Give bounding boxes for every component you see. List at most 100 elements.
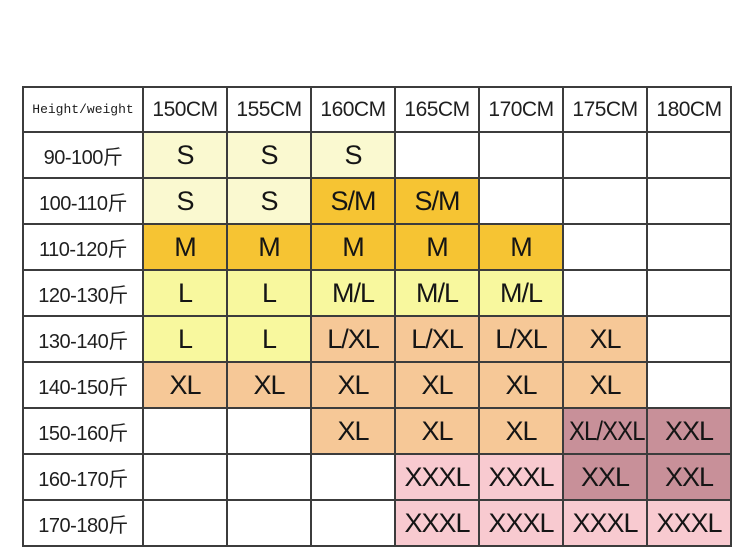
size-cell-text: XXXL <box>656 507 722 538</box>
size-cell: L <box>142 269 228 317</box>
size-cell-text: M <box>510 231 532 262</box>
size-cell-text: S <box>176 139 194 170</box>
size-cell <box>226 407 312 455</box>
size-cell <box>646 269 732 317</box>
size-cell-text: L <box>177 323 193 354</box>
row-label: 100-110斤 <box>22 177 144 225</box>
table-row: 140-150斤 XL XL XL XL XL XL <box>22 361 732 409</box>
size-cell-text: M/L <box>415 277 459 308</box>
size-cell-text: XL <box>253 369 285 400</box>
size-cell: XXL <box>646 453 732 501</box>
size-cell: M/L <box>478 269 564 317</box>
size-cell <box>142 499 228 547</box>
size-cell: XL <box>562 315 648 363</box>
size-cell: M <box>310 223 396 271</box>
size-cell: M <box>142 223 228 271</box>
size-cell: S <box>142 131 228 179</box>
size-cell: L/XL <box>478 315 564 363</box>
size-cell-text: S <box>344 139 362 170</box>
size-cell-text: M/L <box>499 277 543 308</box>
size-cell <box>562 223 648 271</box>
header-row: Height/weight 150CM 155CM 160CM 165CM 17… <box>22 86 732 133</box>
size-cell-text: XXL <box>664 461 714 492</box>
size-cell: XXXL <box>394 499 480 547</box>
size-cell-text: XXL <box>664 415 714 446</box>
size-cell: XL <box>310 361 396 409</box>
size-cell: S <box>226 177 312 225</box>
size-cell <box>142 453 228 501</box>
row-label: 150-160斤 <box>22 407 144 455</box>
size-cell-text: XXXL <box>488 507 554 538</box>
size-cell: XXXL <box>394 453 480 501</box>
table-row: 110-120斤 M M M M M <box>22 223 732 271</box>
size-cell <box>562 269 648 317</box>
size-cell-text: XXXL <box>404 461 470 492</box>
row-label: 110-120斤 <box>22 223 144 271</box>
size-cell-text: M <box>174 231 196 262</box>
size-cell <box>646 223 732 271</box>
size-cell-text: XL <box>505 369 537 400</box>
row-label: 160-170斤 <box>22 453 144 501</box>
size-cell <box>646 131 732 179</box>
size-cell-text: XL <box>337 415 369 446</box>
size-cell-text: XL/XXL <box>568 415 645 446</box>
size-cell: S <box>142 177 228 225</box>
size-cell-text: XXL <box>580 461 630 492</box>
size-cell: L <box>226 269 312 317</box>
size-cell-text: M <box>258 231 280 262</box>
corner-header: Height/weight <box>22 86 144 133</box>
size-cell-text: S/M <box>330 185 376 216</box>
size-cell-text: XL <box>421 415 453 446</box>
size-cell: XXXL <box>562 499 648 547</box>
size-cell: XL <box>226 361 312 409</box>
column-header-180cm: 180CM <box>646 86 732 133</box>
column-header-155cm: 155CM <box>226 86 312 133</box>
table-row: 100-110斤 S S S/M S/M <box>22 177 732 225</box>
column-header-160cm: 160CM <box>310 86 396 133</box>
size-cell-text: S <box>260 139 278 170</box>
row-label: 170-180斤 <box>22 499 144 547</box>
size-cell <box>562 177 648 225</box>
size-cell-text: XL <box>337 369 369 400</box>
size-cell: XXXL <box>478 499 564 547</box>
size-cell-text: XL <box>505 415 537 446</box>
table-row: 170-180斤 XXXL XXXL XXXL XXXL <box>22 499 732 547</box>
size-cell-text: XL <box>169 369 201 400</box>
size-cell: XL/XXL <box>562 407 648 455</box>
column-header-175cm: 175CM <box>562 86 648 133</box>
size-cell: S/M <box>394 177 480 225</box>
size-cell: XXL <box>562 453 648 501</box>
table-row: 130-140斤 L L L/XL L/XL L/XL XL <box>22 315 732 363</box>
size-cell <box>226 499 312 547</box>
size-cell <box>478 177 564 225</box>
size-cell: XL <box>142 361 228 409</box>
row-label: 130-140斤 <box>22 315 144 363</box>
size-cell: XL <box>394 407 480 455</box>
size-cell-text: S/M <box>414 185 460 216</box>
size-cell-text: L <box>177 277 193 308</box>
size-cell: L <box>226 315 312 363</box>
size-cell <box>394 131 480 179</box>
size-cell <box>562 131 648 179</box>
size-cell-text: L <box>261 323 277 354</box>
size-cell-text: XL <box>421 369 453 400</box>
size-cell: S <box>226 131 312 179</box>
size-cell <box>646 177 732 225</box>
size-cell: XL <box>562 361 648 409</box>
size-cell: XL <box>310 407 396 455</box>
size-cell: XXL <box>646 407 732 455</box>
size-cell-text: M <box>426 231 448 262</box>
size-chart-table: Height/weight 150CM 155CM 160CM 165CM 17… <box>22 86 732 547</box>
size-cell <box>310 499 396 547</box>
size-cell: XL <box>478 407 564 455</box>
size-cell-text: L <box>261 277 277 308</box>
size-cell-text: XL <box>589 369 621 400</box>
size-cell <box>310 453 396 501</box>
table-row: 120-130斤 L L M/L M/L M/L <box>22 269 732 317</box>
size-cell: M/L <box>310 269 396 317</box>
size-cell <box>478 131 564 179</box>
column-header-165cm: 165CM <box>394 86 480 133</box>
size-cell: S/M <box>310 177 396 225</box>
table-row: 150-160斤 XL XL XL XL/XXL XXL <box>22 407 732 455</box>
size-cell <box>226 453 312 501</box>
